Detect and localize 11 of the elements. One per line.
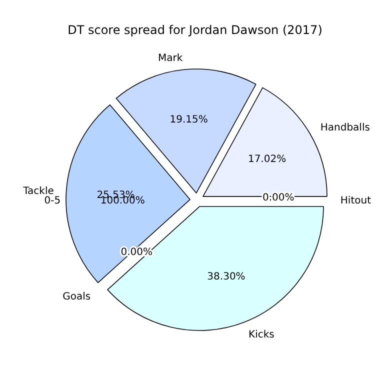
text: 0-5 [44, 196, 61, 206]
slice-label: Mark [158, 52, 183, 64]
data-label: 38.30% [207, 271, 246, 282]
slice-label: Kicks [248, 329, 274, 340]
data-label: 19.15% [170, 114, 208, 126]
slice-label: Handballs [320, 122, 370, 134]
chart-title: DT score spread for Jordan Dawson (2017) [68, 23, 322, 37]
data-label: 17.02% [248, 154, 286, 166]
category-label: Goals [62, 292, 91, 303]
slice-label: Tackle [22, 186, 54, 197]
category-label: Hitout [340, 196, 372, 206]
